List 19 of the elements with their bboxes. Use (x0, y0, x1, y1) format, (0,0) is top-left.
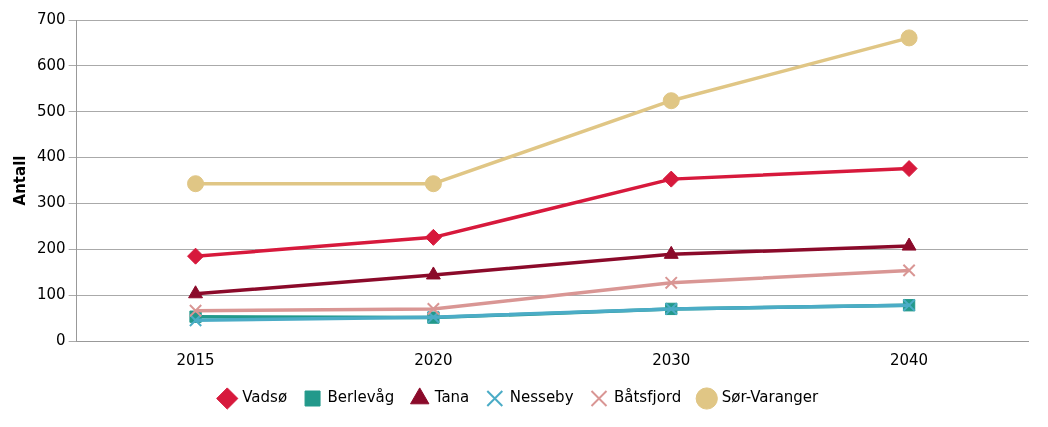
legend-label: Nesseby (509, 388, 574, 407)
x-tick-label: 2040 (889, 350, 929, 369)
y-tick-label: 0 (56, 330, 66, 349)
legend-label: Berlevåg (327, 388, 395, 407)
y-tick-label: 300 (36, 193, 66, 212)
legend-label: Båtsfjord (614, 388, 682, 407)
legend-label: Vadsø (242, 388, 288, 407)
x-tick-label: 2030 (652, 350, 691, 369)
y-tick-label: 600 (36, 55, 66, 74)
x-tick-label: 2020 (414, 350, 453, 369)
x-tick-label: 2015 (176, 350, 215, 369)
y-tick-label: 200 (36, 239, 66, 258)
y-tick-label: 700 (36, 9, 66, 28)
legend-label: Tana (433, 388, 470, 407)
y-tick-label: 500 (36, 101, 66, 120)
y-axis-title: Antall (10, 155, 29, 206)
y-tick-label: 100 (36, 285, 66, 304)
legend-label: Sør-Varanger (721, 388, 820, 407)
y-tick-label: 400 (36, 147, 66, 166)
